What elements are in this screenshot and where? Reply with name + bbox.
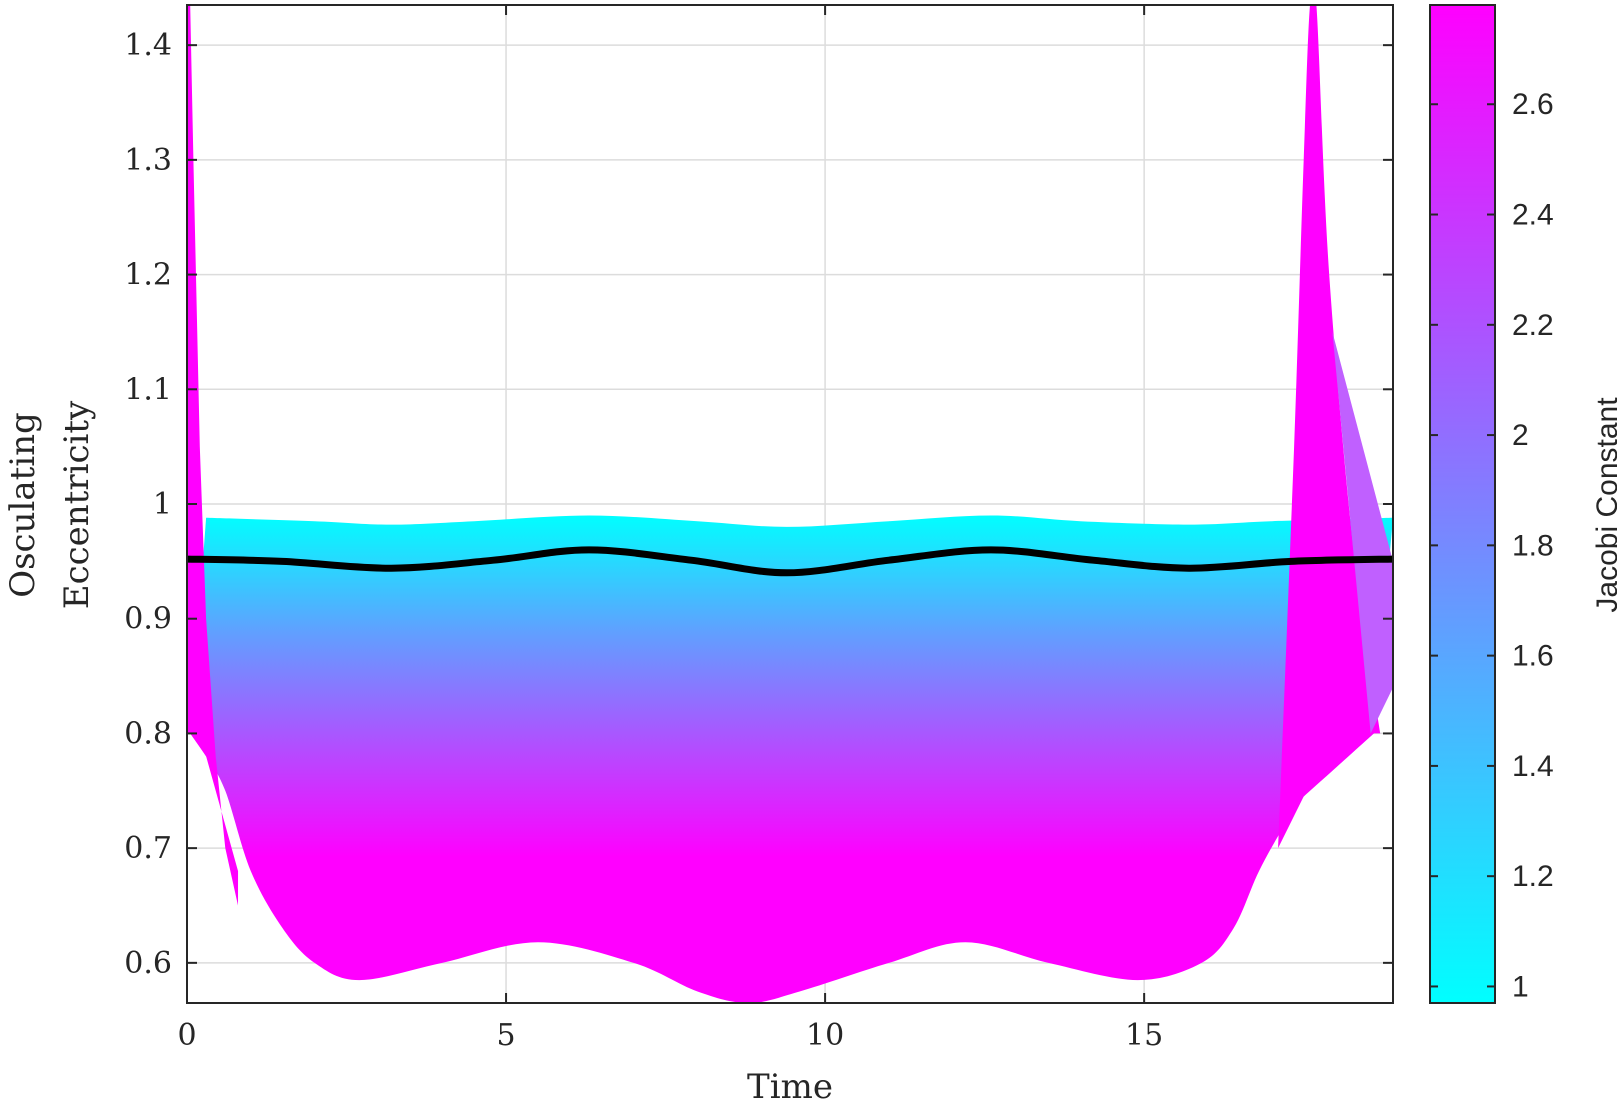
x-axis-label: Time: [747, 1067, 833, 1107]
colorbar-ticks: 1 1.2 1.4 1.6 1.8 2 2.2 2.4 2.6: [1430, 88, 1554, 1003]
colorbar-label: Jacobi Constant: [1591, 397, 1617, 613]
y-axis-label-line-2: Eccentricity: [57, 400, 97, 609]
x-tick-label: 5: [497, 1018, 516, 1053]
x-tick-label: 10: [806, 1018, 844, 1053]
colorbar-tick-label: 2.4: [1512, 199, 1554, 232]
y-tick-label: 0.6: [124, 946, 172, 981]
y-tick-label: 0.7: [124, 831, 172, 866]
y-axis-label-line-1: Osculating: [3, 412, 43, 598]
y-tick-label: 0.9: [124, 602, 172, 637]
colorbar-tick-label: 1: [1512, 970, 1529, 1003]
y-tick-label: 1.4: [124, 28, 172, 63]
x-axis-ticks: 0 5 10 15: [177, 5, 1163, 1053]
colorbar-tick-label: 1.6: [1512, 640, 1554, 673]
y-tick-label: 1: [153, 487, 172, 522]
reference-trajectory-line: [187, 546, 1393, 577]
colorbar: [1429, 4, 1496, 1004]
right-spike-area: [1278, 5, 1381, 849]
data-layer: [187, 5, 1393, 1003]
y-axis-ticks: 0.6 0.7 0.8 0.9 1 1.1 1.2 1.3 1.4: [124, 28, 1393, 981]
y-axis-label: Osculating Eccentricity: [3, 400, 97, 609]
left-spike-area: [187, 5, 239, 906]
y-tick-label: 1.1: [124, 372, 172, 407]
jacobi-band-area: [190, 515, 1393, 1003]
colorbar-tick-label: 2.6: [1512, 88, 1554, 121]
y-tick-label: 0.8: [124, 716, 172, 751]
colorbar-tick-label: 2.2: [1512, 309, 1554, 342]
colorbar-tick-label: 1.8: [1512, 529, 1554, 562]
x-tick-label: 0: [177, 1018, 196, 1053]
y-tick-label: 1.2: [124, 258, 172, 293]
right-spike-inner-area: [1332, 331, 1393, 734]
colorbar-tick-label: 1.4: [1512, 750, 1554, 783]
grid: [187, 5, 1393, 1003]
y-tick-label: 1.3: [124, 143, 172, 178]
colorbar-tick-label: 2: [1512, 419, 1529, 452]
colorbar-tick-label: 1.2: [1512, 860, 1554, 893]
x-tick-label: 15: [1125, 1018, 1163, 1053]
